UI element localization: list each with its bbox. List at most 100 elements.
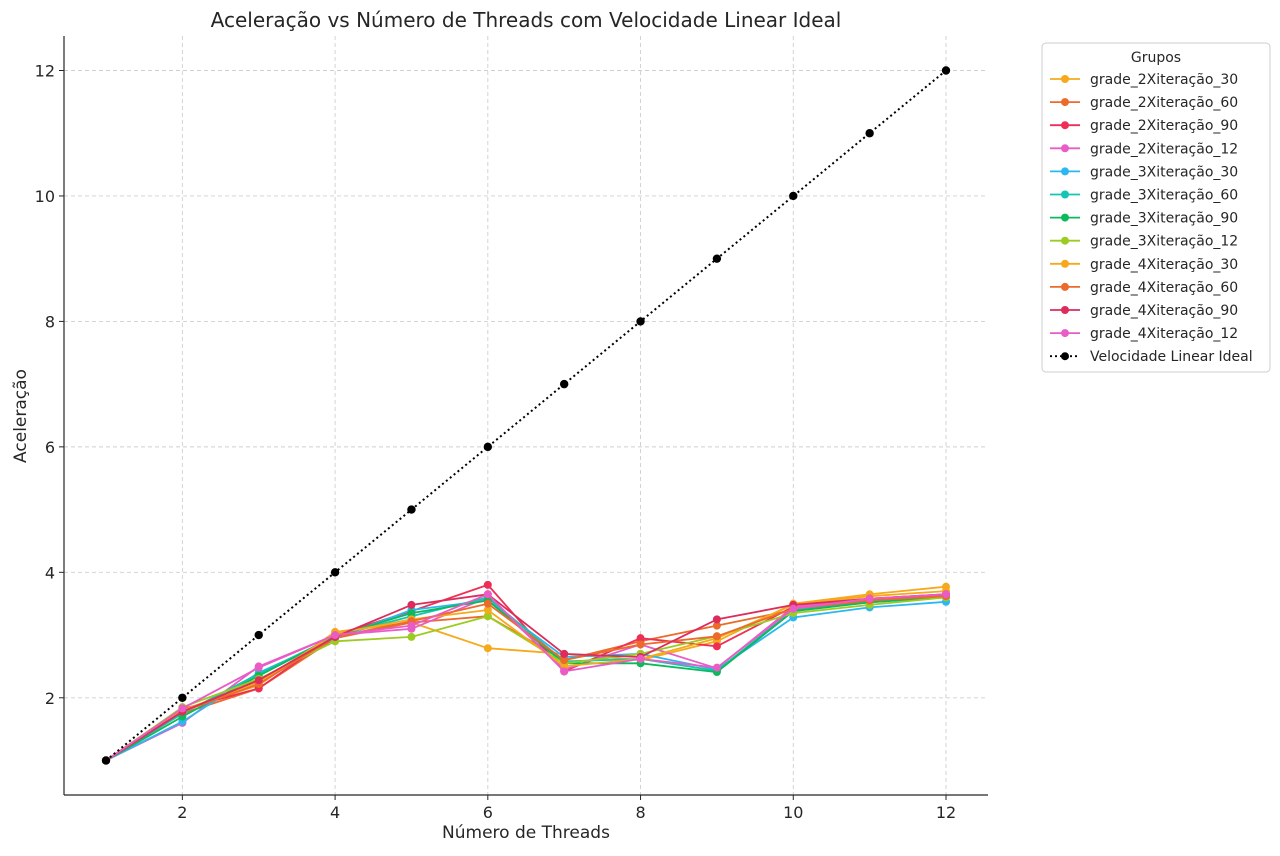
data-point — [483, 599, 492, 608]
data-point — [636, 634, 645, 643]
y-tick-label: 6 — [45, 438, 55, 457]
series-line — [105, 596, 947, 762]
y-tick-label: 12 — [35, 62, 55, 81]
legend-marker — [1061, 75, 1069, 83]
data-point — [560, 656, 569, 665]
data-point — [942, 590, 950, 599]
data-point — [559, 379, 569, 389]
data-point — [407, 600, 416, 609]
series-grade_3Xiteração_60 — [102, 593, 950, 765]
axis-ticks: 2 4 6 8 10 12 2 4 6 8 10 12 — [35, 62, 957, 823]
legend-label: grade_3Xiteração_60 — [1090, 188, 1238, 204]
legend-item: grade_2Xiteração_60 — [1050, 95, 1238, 111]
data-point — [712, 254, 722, 263]
data-point — [560, 667, 569, 676]
series-line — [105, 69, 947, 762]
x-tick-label: 2 — [177, 803, 187, 822]
x-tick-label: 4 — [330, 803, 340, 822]
legend-label: grade_2Xiteração_30 — [1090, 72, 1238, 88]
legend-item: grade_3Xiteração_90 — [1050, 211, 1238, 227]
series-line — [105, 590, 947, 762]
legend-item: grade_3Xiteração_30 — [1050, 164, 1238, 180]
series-line — [105, 593, 947, 762]
data-point — [483, 590, 492, 599]
legend-marker — [1061, 259, 1069, 268]
legend-item: grade_4Xiteração_90 — [1050, 303, 1238, 319]
data-point — [407, 621, 416, 630]
x-axis-label: Número de Threads — [442, 823, 610, 843]
legend-marker — [1061, 213, 1069, 222]
data-point — [636, 640, 645, 649]
legend: Grupos grade_2Xiteração_30 grade_2Xiteraç… — [1041, 42, 1271, 373]
legend-marker — [1061, 167, 1069, 176]
legend-item: grade_4Xiteração_60 — [1050, 280, 1238, 296]
series-line — [105, 595, 947, 762]
data-point — [560, 649, 569, 658]
data-point — [941, 66, 951, 75]
series-grade_3Xiteração_90 — [102, 592, 950, 765]
data-point — [712, 632, 721, 641]
series-grade_4Xiteração_12 — [102, 590, 950, 765]
legend-marker — [1061, 98, 1069, 107]
y-tick-label: 8 — [45, 312, 55, 331]
y-tick-label: 10 — [35, 187, 55, 206]
x-tick-label: 10 — [783, 803, 803, 822]
legend-item: grade_4Xiteração_30 — [1050, 257, 1238, 273]
data-point — [407, 632, 416, 641]
series-line — [105, 595, 947, 762]
data-point — [712, 663, 721, 672]
series-line — [105, 596, 947, 762]
legend-label: grade_2Xiteração_12 — [1090, 141, 1238, 157]
legend-marker — [1061, 352, 1069, 361]
legend-item: grade_3Xiteração_12 — [1050, 234, 1238, 250]
legend-label: grade_4Xiteração_30 — [1090, 257, 1238, 273]
legend-label: grade_3Xiteração_12 — [1090, 234, 1238, 250]
legend-label: grade_2Xiteração_60 — [1090, 95, 1238, 111]
legend-label: Velocidade Linear Ideal — [1090, 349, 1253, 365]
series-grade_3Xiteração_12 — [102, 593, 950, 765]
data-point — [254, 676, 263, 685]
legend-label: grade_3Xiteração_90 — [1090, 211, 1238, 227]
series-grade_3Xiteração_30 — [102, 596, 950, 765]
series-grade_2Xiteração_60 — [102, 593, 950, 765]
data-point — [407, 609, 416, 618]
data-point — [789, 604, 798, 613]
series-line — [105, 593, 947, 762]
legend-item: Velocidade Linear Ideal — [1050, 349, 1253, 365]
data-point — [789, 191, 798, 201]
x-tick-label: 8 — [635, 803, 645, 822]
legend-marker — [1061, 306, 1069, 314]
data-point — [712, 642, 721, 651]
data-point — [483, 644, 492, 653]
series-line — [105, 596, 947, 762]
data-point — [483, 580, 492, 589]
data-point — [330, 568, 340, 577]
data-point — [483, 612, 492, 621]
data-point — [483, 442, 493, 452]
legend-label: grade_4Xiteração_60 — [1090, 280, 1238, 296]
data-point — [178, 693, 187, 702]
legend-title: Grupos — [1131, 50, 1181, 66]
series-Velocidade Linear Ideal — [101, 66, 951, 765]
data-point — [712, 615, 721, 624]
data-point — [865, 594, 874, 603]
legend-marker — [1061, 282, 1069, 291]
series-grade_4Xiteração_90 — [102, 590, 950, 765]
legend-item: grade_4Xiteração_12 — [1050, 326, 1238, 342]
series-grade_2Xiteração_12 — [102, 590, 950, 765]
data-point — [178, 704, 187, 713]
data-point — [331, 631, 340, 640]
legend-item: grade_2Xiteração_90 — [1050, 118, 1238, 134]
x-tick-label: 12 — [936, 803, 956, 822]
legend-marker — [1061, 190, 1069, 199]
legend-label: grade_4Xiteração_12 — [1090, 326, 1238, 342]
series-lines — [101, 66, 951, 765]
axes — [63, 36, 988, 796]
series-line — [105, 593, 947, 762]
data-point — [254, 630, 263, 640]
data-point — [636, 317, 645, 326]
data-point — [101, 756, 111, 765]
legend-marker — [1061, 144, 1069, 153]
x-tick-label: 6 — [483, 803, 493, 822]
